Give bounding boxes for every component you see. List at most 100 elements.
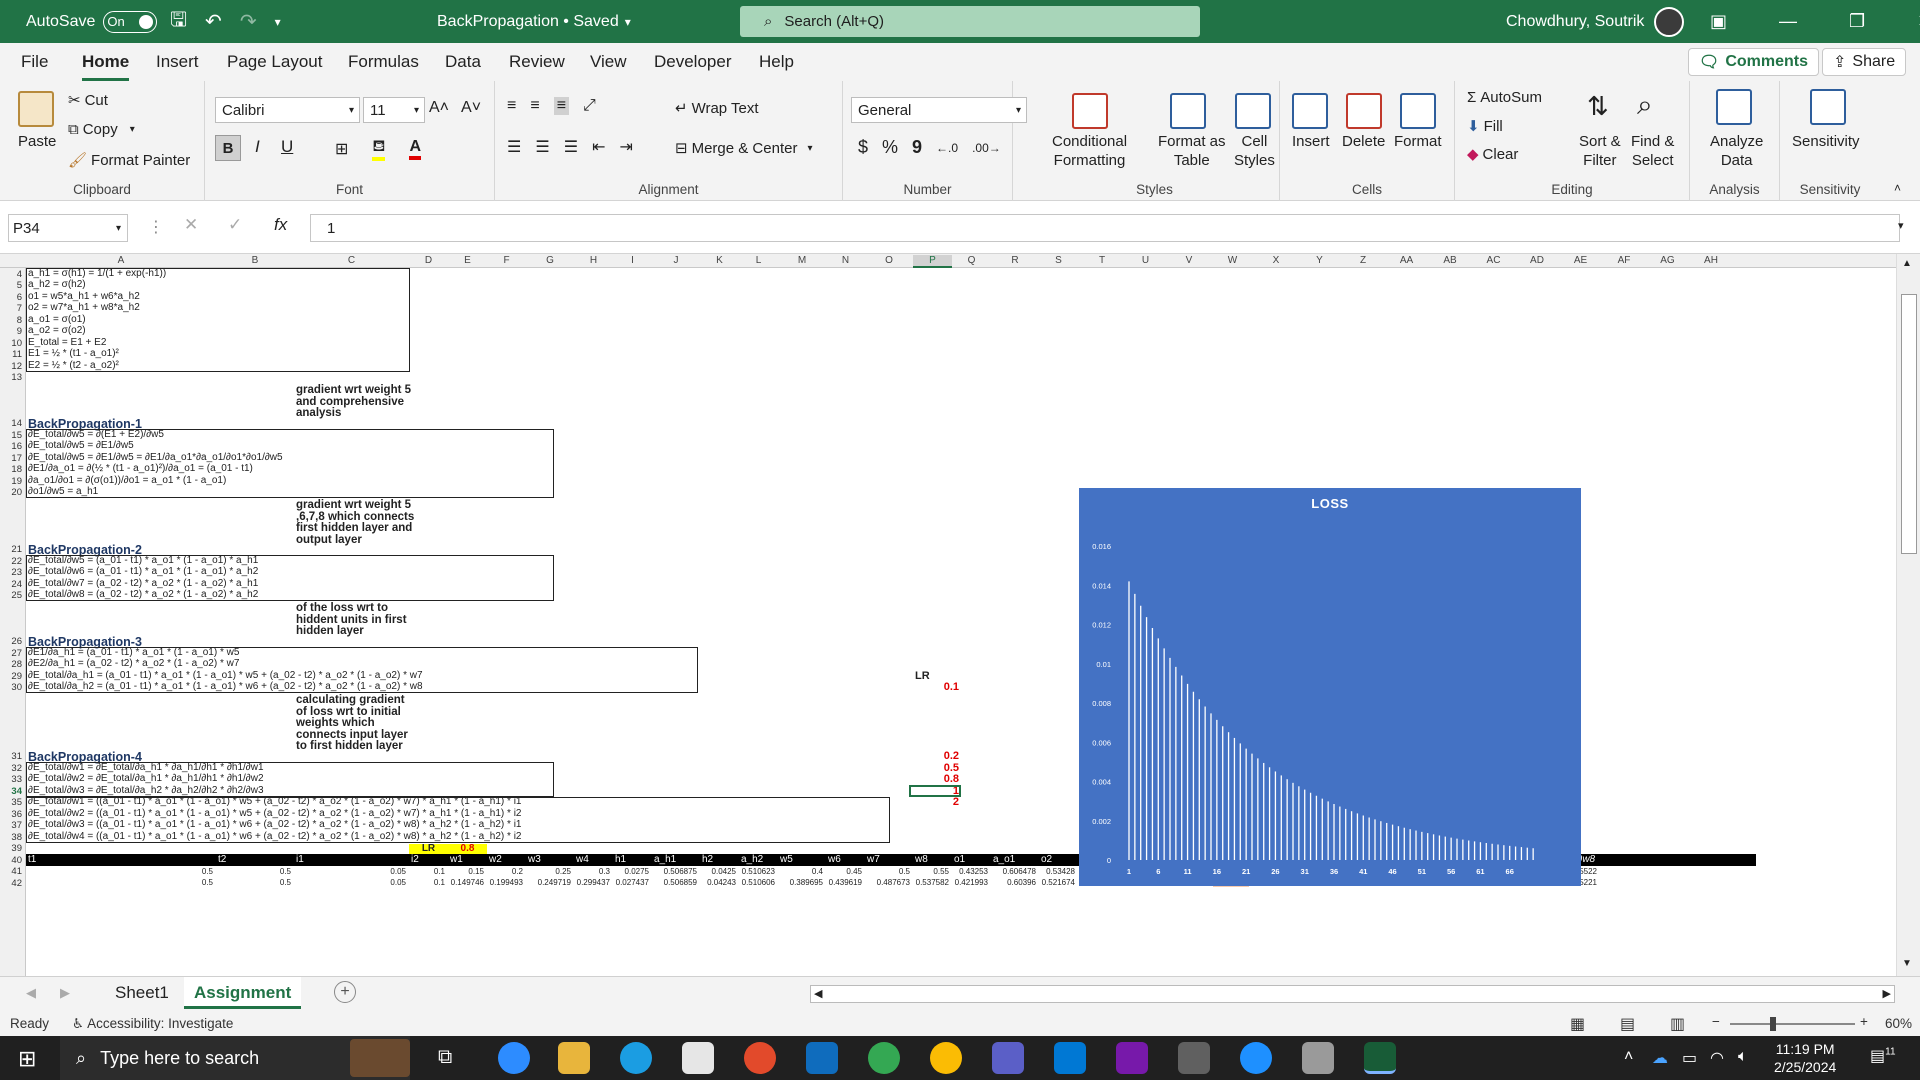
table-row-41-cell[interactable]: 0.43253 <box>959 866 988 876</box>
formula-note-5[interactable]: a_h2 = σ(h2) <box>28 279 86 290</box>
app-red-icon[interactable] <box>744 1042 776 1074</box>
align-middle-icon[interactable]: ≡ <box>530 97 540 114</box>
chrome-profile-icon[interactable] <box>930 1042 962 1074</box>
table-header-cell[interactable]: w7 <box>867 854 880 865</box>
column-header-r[interactable]: R <box>1011 255 1019 266</box>
row-header-22[interactable]: 22 <box>11 555 22 567</box>
zoom-out-icon[interactable]: − <box>1712 1014 1720 1029</box>
teams-icon[interactable] <box>992 1042 1024 1074</box>
column-header-ah[interactable]: AH <box>1704 255 1718 266</box>
row-header-26[interactable]: 26 <box>11 636 22 647</box>
onenote-icon[interactable] <box>1116 1042 1148 1074</box>
note2-line[interactable]: first hidden layer and <box>296 522 413 534</box>
bp3-line[interactable]: ∂E_total/∂a_h2 = (a_01 - t1) * a_o1 * (1… <box>28 681 423 692</box>
row-header-36[interactable]: 36 <box>11 808 22 820</box>
comments-button[interactable]: 🗨 Comments <box>1688 48 1819 76</box>
column-header-a[interactable]: A <box>117 255 125 266</box>
row-header-34[interactable]: 34 <box>11 785 22 797</box>
menu-formulas[interactable]: Formulas <box>348 52 419 71</box>
row-header-4[interactable]: 4 <box>16 268 22 280</box>
table-row-41-cell[interactable]: 0.55 <box>933 866 949 876</box>
row-header-6[interactable]: 6 <box>16 291 22 303</box>
number-format-select[interactable]: General ▾ <box>851 97 1027 123</box>
column-header-s[interactable]: S <box>1055 255 1062 266</box>
table-header-cell[interactable]: w2 <box>489 854 502 865</box>
row-header-16[interactable]: 16 <box>11 441 22 452</box>
formula-note-11[interactable]: E1 = ½ * (t1 - a_o1)² <box>28 348 119 359</box>
table-header-cell[interactable]: w8 <box>915 854 928 865</box>
merge-center-button[interactable]: ⊟ Merge & Center ▾ <box>675 139 813 158</box>
lr-row39-label[interactable]: LR <box>409 843 448 854</box>
bp2-title[interactable]: BackPropagation-2 <box>28 543 142 557</box>
row-header-21[interactable]: 21 <box>11 544 22 555</box>
increase-indent-icon[interactable]: ⇥ <box>619 139 633 156</box>
row-header-37[interactable]: 37 <box>11 820 22 831</box>
font-name-select[interactable]: Calibri ▾ <box>215 97 360 123</box>
orientation-icon[interactable]: ⤢ <box>583 97 596 114</box>
row-header-38[interactable]: 38 <box>11 831 22 843</box>
column-header-o[interactable]: O <box>885 255 893 266</box>
scroll-thumb[interactable] <box>1901 294 1917 554</box>
taskbar-search[interactable]: ⌕ Type here to search <box>60 1036 410 1080</box>
row-header-5[interactable]: 5 <box>16 280 22 291</box>
battery-icon[interactable]: ▭ <box>1682 1050 1698 1067</box>
row-header-13[interactable]: 13 <box>11 372 22 383</box>
format-painter-button[interactable]: 🖌 Format Painter <box>68 151 190 170</box>
row-header-12[interactable]: 12 <box>11 360 22 372</box>
bp4-title[interactable]: BackPropagation-4 <box>28 750 142 764</box>
tab-assignment[interactable]: Assignment <box>184 977 302 1009</box>
sensitivity-icon[interactable] <box>1810 89 1846 125</box>
note4-line[interactable]: to first hidden layer <box>296 740 403 752</box>
table-row-42-cell[interactable]: 0.439619 <box>828 878 862 887</box>
active-cell-p34[interactable] <box>909 785 961 797</box>
row-header-28[interactable]: 28 <box>11 659 22 670</box>
formula-note-10[interactable]: E_total = E1 + E2 <box>28 336 107 348</box>
table-header-cell[interactable]: w1 <box>450 854 463 865</box>
copy-button[interactable]: ⧉ Copy ▾ <box>68 121 135 138</box>
app-gray-icon[interactable] <box>1302 1042 1334 1074</box>
borders-icon[interactable]: ⊞ <box>335 141 349 158</box>
find-select-button[interactable]: Find & Select <box>1631 133 1674 169</box>
fx-icon[interactable]: fx <box>274 215 288 234</box>
table-header-cell[interactable]: i2 <box>411 854 419 865</box>
column-header-g[interactable]: G <box>546 255 554 266</box>
customize-qat-icon[interactable]: ▾ <box>274 14 281 29</box>
search-box[interactable]: ⌕ Search (Alt+Q) <box>740 6 1200 37</box>
fill-color-icon[interactable]: ⛾ <box>372 137 386 161</box>
table-row-41-cell[interactable]: 0.510623 <box>741 866 775 876</box>
table-row-41-cell[interactable]: 0.53428 <box>1046 866 1075 876</box>
table-row-42-cell[interactable]: 0.5 <box>279 878 291 887</box>
insert-cells-icon[interactable] <box>1292 93 1328 129</box>
column-header-v[interactable]: V <box>1185 255 1193 266</box>
user-name[interactable]: Chowdhury, Soutrik <box>1506 12 1645 30</box>
note3-line[interactable]: hiddent units in first <box>296 613 407 626</box>
cell-styles-button[interactable]: Cell Styles <box>1234 133 1275 169</box>
align-right-icon[interactable]: ☰ <box>563 139 579 156</box>
column-header-x[interactable]: X <box>1272 255 1280 266</box>
delete-cells-button[interactable]: Delete <box>1342 133 1386 150</box>
redo-icon[interactable]: ↷ <box>239 11 257 33</box>
restore-icon[interactable]: ❐ <box>1849 11 1866 31</box>
increase-font-icon[interactable]: A˄ <box>429 99 450 116</box>
column-header-d[interactable]: D <box>424 255 433 266</box>
note3-line[interactable]: hidden layer <box>296 625 364 637</box>
row-header-8[interactable]: 8 <box>16 314 22 326</box>
table-row-41-cell[interactable]: 0.2 <box>511 866 523 876</box>
scroll-right-icon[interactable]: ▶ <box>1882 988 1891 1000</box>
table-header-cell[interactable]: t2 <box>218 854 227 865</box>
increase-decimal-icon[interactable]: ←.0 <box>936 140 959 155</box>
row-header-15[interactable]: 15 <box>11 429 22 441</box>
column-header-t[interactable]: T <box>1098 255 1106 266</box>
table-row-42-cell[interactable]: 0.199493 <box>489 878 523 887</box>
insert-cells-button[interactable]: Insert <box>1292 133 1330 150</box>
table-header-cell[interactable]: a_h1 <box>654 854 677 865</box>
tray-chevron-icon[interactable]: ˄ <box>1624 1048 1634 1065</box>
cell-styles-icon[interactable] <box>1235 93 1271 129</box>
row-header-41[interactable]: 41 <box>11 866 22 877</box>
row-header-33[interactable]: 33 <box>11 774 22 785</box>
bp1-title[interactable]: BackPropagation-1 <box>28 417 142 431</box>
vscode-icon[interactable] <box>1054 1042 1086 1074</box>
task-view-icon[interactable]: ⧉ <box>438 1046 453 1068</box>
note1-line[interactable]: gradient wrt weight 5 <box>296 384 412 396</box>
bp4-line[interactable]: ∂E_total/∂w4 = ((a_01 - t1) * a_o1 * (1 … <box>28 830 522 842</box>
